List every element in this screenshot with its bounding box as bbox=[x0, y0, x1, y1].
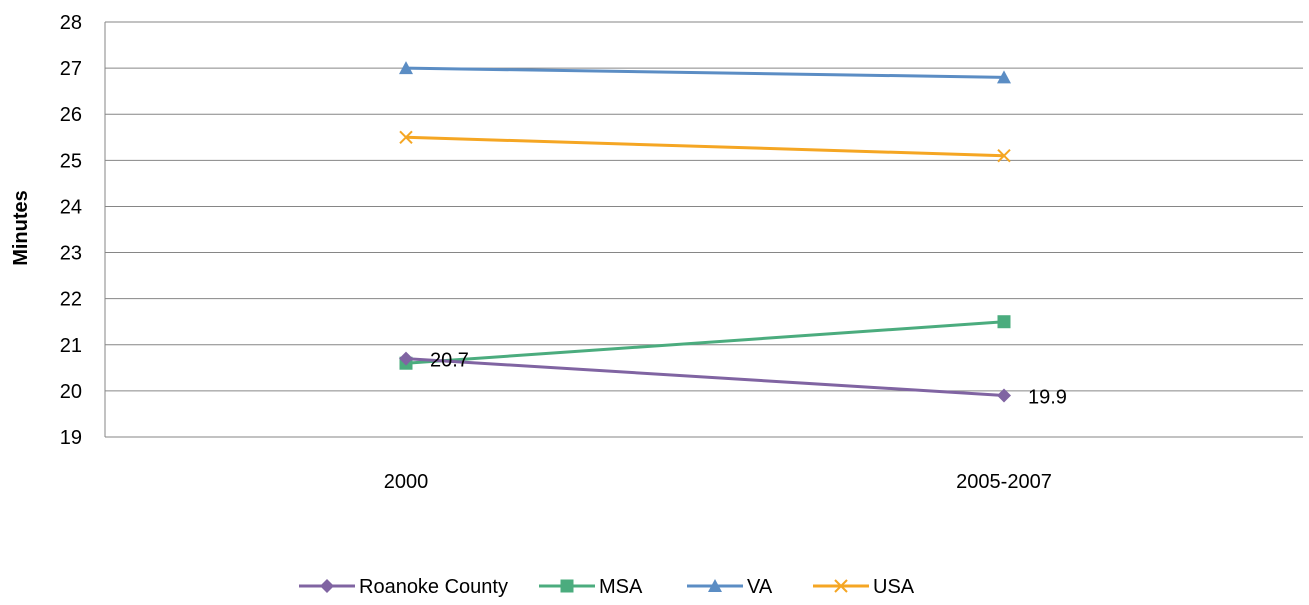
x-tick-label: 2005-2007 bbox=[956, 471, 1052, 493]
data-point-va bbox=[997, 70, 1011, 84]
legend-label: USA bbox=[873, 576, 915, 598]
legend-marker bbox=[708, 579, 722, 592]
series-line-va bbox=[405, 66, 1005, 79]
data-labels: 20.7 19.9 bbox=[430, 350, 1067, 409]
x-axis-ticks: 2000 2005-2007 bbox=[384, 471, 1052, 493]
data-point-usa bbox=[399, 130, 413, 144]
legend: Roanoke County MSA VA USA bbox=[299, 576, 915, 598]
series-msa bbox=[399, 315, 1011, 370]
y-tick-label: 28 bbox=[60, 12, 82, 34]
marker-stroke bbox=[997, 149, 1011, 163]
data-point-roanoke-county bbox=[399, 351, 413, 366]
gridlines bbox=[104, 21, 1303, 438]
marker-stroke bbox=[834, 579, 848, 593]
legend-label: Roanoke County bbox=[359, 576, 508, 598]
y-tick-label: 22 bbox=[60, 289, 82, 311]
legend-marker bbox=[834, 579, 848, 593]
legend-item-usa: USA bbox=[813, 576, 915, 598]
y-tick-label: 27 bbox=[60, 58, 82, 80]
y-axis-ticks: 19 20 21 22 23 24 25 26 27 28 bbox=[60, 12, 82, 449]
series-line-usa bbox=[405, 135, 1005, 158]
series-roanoke-county bbox=[399, 351, 1011, 403]
legend-item-msa: MSA bbox=[539, 576, 643, 598]
data-point-usa bbox=[997, 149, 1011, 163]
y-axis-title: Minutes bbox=[10, 190, 32, 266]
x-tick-label: 2000 bbox=[384, 471, 429, 493]
legend-item-va: VA bbox=[687, 576, 773, 598]
data-point-roanoke-county bbox=[997, 388, 1011, 403]
data-label: 20.7 bbox=[430, 350, 469, 372]
legend-item-roanoke-county: Roanoke County bbox=[299, 576, 508, 598]
legend-marker bbox=[560, 579, 574, 593]
y-tick-label: 24 bbox=[60, 196, 82, 218]
y-tick-label: 26 bbox=[60, 104, 82, 126]
series-line-roanoke-county bbox=[405, 357, 1005, 397]
legend-label: VA bbox=[747, 576, 773, 598]
y-tick-label: 23 bbox=[60, 243, 82, 265]
data-point-msa bbox=[997, 315, 1011, 329]
y-tick-label: 25 bbox=[60, 150, 82, 172]
legend-label: MSA bbox=[599, 576, 643, 598]
series-line-msa bbox=[405, 320, 1005, 365]
y-tick-label: 20 bbox=[60, 381, 82, 403]
legend-marker bbox=[320, 579, 334, 593]
marker-stroke bbox=[399, 130, 413, 144]
data-point-va bbox=[399, 61, 413, 75]
series-group bbox=[399, 61, 1011, 403]
data-label: 19.9 bbox=[1028, 387, 1067, 409]
series-va bbox=[399, 61, 1011, 84]
y-tick-label: 21 bbox=[60, 335, 82, 357]
series-usa bbox=[399, 130, 1011, 163]
y-tick-label: 19 bbox=[60, 427, 82, 449]
